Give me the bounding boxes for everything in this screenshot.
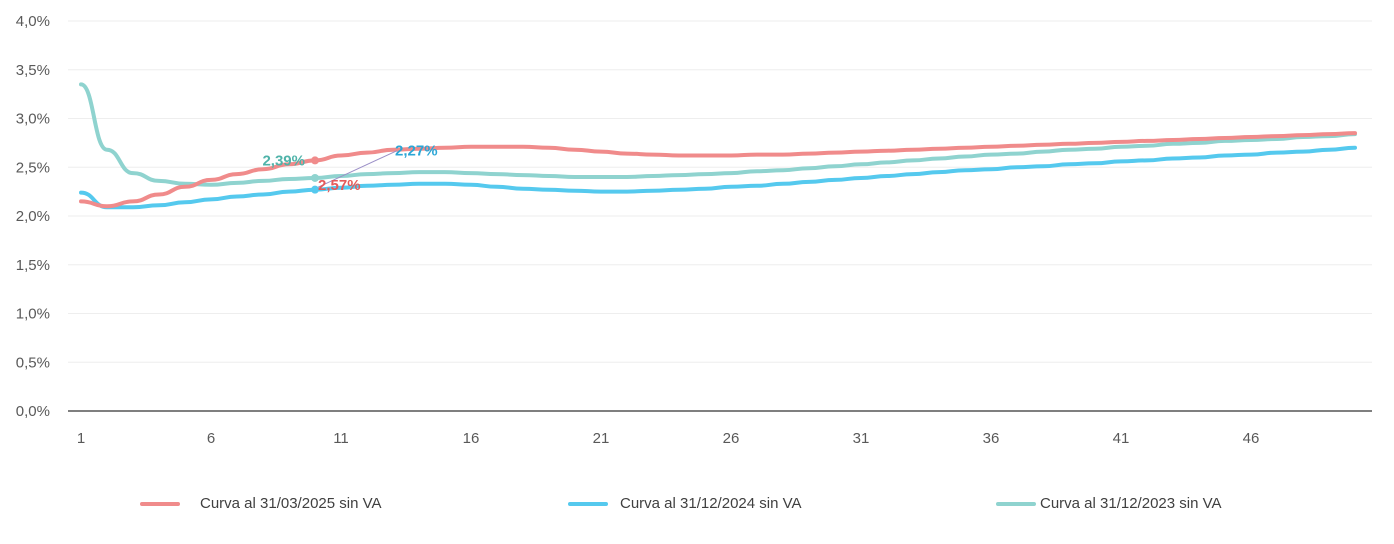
series-line-2023 [79, 82, 1357, 187]
series-line-2025 [79, 131, 1357, 209]
legend-label-2024: Curva al 31/12/2024 sin VA [620, 495, 802, 512]
y-tick-label: 3,5% [16, 62, 50, 79]
x-tick-label: 16 [463, 430, 480, 447]
y-tick-label: 2,0% [16, 208, 50, 225]
legend-label-2023: Curva al 31/12/2023 sin VA [1040, 495, 1222, 512]
x-axis: 1 6 11 16 21 26 31 36 41 46 [68, 410, 1372, 447]
legend-swatch-2024 [568, 502, 608, 506]
legend-swatch-2023 [996, 502, 1036, 506]
y-tick-label: 4,0% [16, 13, 50, 30]
legend-label-2025: Curva al 31/03/2025 sin VA [200, 495, 382, 512]
y-tick-label: 2,5% [16, 159, 50, 176]
y-tick-label: 3,0% [16, 111, 50, 128]
y-tick-label: 1,0% [16, 306, 50, 323]
marker-2024 [311, 185, 319, 194]
y-tick-label: 0,0% [16, 403, 50, 420]
x-tick-label: 41 [1113, 430, 1130, 447]
x-tick-label: 46 [1243, 430, 1260, 447]
series-line-2024 [79, 145, 1357, 210]
annotation-leader-2024 [316, 150, 398, 189]
x-tick-label: 11 [333, 430, 349, 447]
x-tick-label: 31 [853, 430, 870, 447]
data-annotations: 2,39% 2,57% 2,27% [262, 143, 437, 194]
x-tick-label: 36 [983, 430, 1000, 447]
grid-lines [68, 20, 1372, 363]
y-tick-label: 1,5% [16, 257, 50, 274]
y-tick-label: 0,5% [16, 354, 50, 371]
annotation-label-2023: 2,39% [262, 152, 305, 169]
x-tick-label: 1 [77, 430, 85, 447]
x-tick-label: 6 [207, 430, 215, 447]
marker-2025 [311, 156, 319, 165]
annotation-label-2024: 2,27% [395, 143, 438, 160]
x-tick-label: 21 [593, 430, 610, 447]
y-axis: 0,0% 0,5% 1,0% 1,5% 2,0% 2,5% 3,0% 3,5% 4,0% [16, 13, 50, 420]
annotation-label-2025: 2,57% [318, 177, 361, 194]
marker-2023 [311, 173, 319, 182]
x-tick-label: 26 [723, 430, 740, 447]
legend-swatch-2025 [140, 502, 180, 506]
series-lines [79, 82, 1357, 210]
